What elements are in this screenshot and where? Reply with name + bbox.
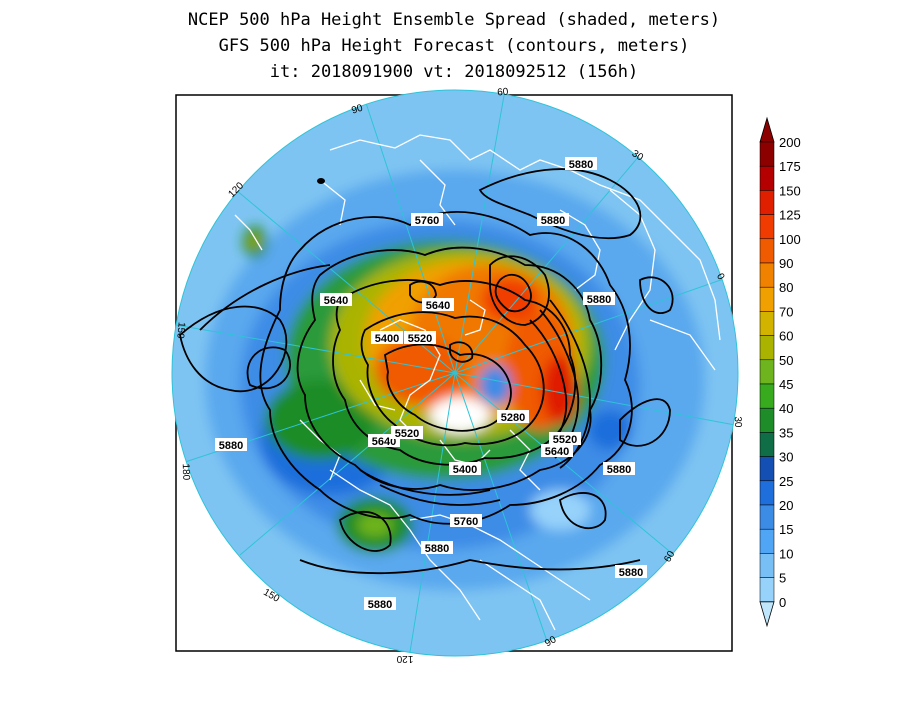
colorbar-level-label: 10 <box>779 546 793 561</box>
colorbar-level-label: 5 <box>779 571 786 586</box>
lon-label: 120 <box>396 653 413 664</box>
contour-label: 5880 <box>219 440 243 452</box>
colorbar-level-label: 80 <box>779 280 793 295</box>
colorbar-swatch <box>759 553 775 578</box>
colorbar-level-label: 40 <box>779 401 793 416</box>
lon-label: 60 <box>662 549 677 565</box>
lon-label: 60 <box>497 87 509 99</box>
chart-title: NCEP 500 hPa Height Ensemble Spread (sha… <box>187 10 721 30</box>
coastlines <box>234 134 721 631</box>
contour-label: 5880 <box>569 159 593 171</box>
contour-label: 5640 <box>372 436 396 448</box>
contour-label: 5880 <box>425 543 449 555</box>
contour-label: 5880 <box>607 464 631 476</box>
colorbar-swatch <box>759 238 775 264</box>
colorbar-swatch <box>759 456 775 482</box>
colorbar-level-label: 35 <box>779 425 793 440</box>
colorbar-level-label: 45 <box>779 377 793 392</box>
lon-label: 150 <box>174 321 186 339</box>
colorbar-swatch <box>759 165 775 191</box>
colorbar-level-label: 15 <box>779 522 793 537</box>
colorbar-level-label: 200 <box>779 135 801 150</box>
colorbar-level-label: 25 <box>779 474 793 489</box>
lon-label: 30 <box>732 416 743 428</box>
ensemble-spread-field <box>172 90 738 656</box>
chart-time-label: it: 2018091900 vt: 2018092512 (156h) <box>269 62 639 82</box>
colorbar: 0 5 10 15 20 25 30 35 40 45 50 60 70 80 90 100 125 150 175… <box>759 116 801 628</box>
contour-label: 5880 <box>541 215 565 227</box>
colorbar-level-label: 50 <box>779 353 793 368</box>
contour-label: 5640 <box>324 295 348 307</box>
colorbar-swatch <box>759 432 775 457</box>
colorbar-level-label: 70 <box>779 304 793 319</box>
colorbar-arrow-top <box>759 116 775 143</box>
colorbar-level-label: 100 <box>779 232 801 247</box>
colorbar-swatch <box>759 335 775 361</box>
colorbar-swatch <box>759 407 775 433</box>
lon-label: 90 <box>543 634 559 649</box>
colorbar-swatch <box>759 359 775 385</box>
contour-label: 5760 <box>415 215 439 227</box>
lon-label: 90 <box>350 103 364 117</box>
contour-label: 5520 <box>553 434 577 446</box>
colorbar-level-label: 0 <box>779 595 786 610</box>
colorbar-swatch <box>759 190 775 215</box>
colorbar-level-label: 175 <box>779 159 801 174</box>
lon-label: 180 <box>180 463 192 480</box>
colorbar-swatch <box>759 577 775 603</box>
colorbar-swatch <box>759 480 775 506</box>
colorbar-swatch <box>759 311 775 336</box>
colorbar-swatch <box>759 383 775 409</box>
contour-label: 5280 <box>501 412 525 424</box>
colorbar-level-label: 20 <box>779 498 793 513</box>
colorbar-level-label: 90 <box>779 256 793 271</box>
contour-label: 5520 <box>395 428 419 440</box>
colorbar-level-label: 60 <box>779 329 793 344</box>
colorbar-swatch <box>759 504 775 530</box>
colorbar-swatch <box>759 141 775 167</box>
contour-label: 5400 <box>453 464 477 476</box>
contour-label: 5520 <box>408 333 432 345</box>
colorbar-swatch <box>759 214 775 240</box>
contour-labels: 5880 5880 5760 5880 5640 5640 5880 5400 … <box>215 157 647 611</box>
small-low-marker <box>317 178 325 184</box>
colorbar-level-label: 150 <box>779 183 801 198</box>
colorbar-level-label: 30 <box>779 450 793 465</box>
colorbar-level-label: 125 <box>779 208 801 223</box>
contour-label: 5880 <box>587 294 611 306</box>
colorbar-arrow-bottom <box>759 601 775 628</box>
globe-edge <box>171 89 739 657</box>
contour-label: 5760 <box>454 516 478 528</box>
lon-label: 0 <box>714 272 727 283</box>
contour-label: 5640 <box>545 446 569 458</box>
contour-label: 5400 <box>375 333 399 345</box>
colorbar-swatch <box>759 528 775 554</box>
colorbar-swatch <box>759 286 775 312</box>
colorbar-swatch <box>759 262 775 288</box>
chart-subtitle: GFS 500 hPa Height Forecast (contours, m… <box>218 36 690 56</box>
contour-label: 5640 <box>426 300 450 312</box>
contour-label: 5880 <box>368 599 392 611</box>
contour-label: 5880 <box>619 567 643 579</box>
